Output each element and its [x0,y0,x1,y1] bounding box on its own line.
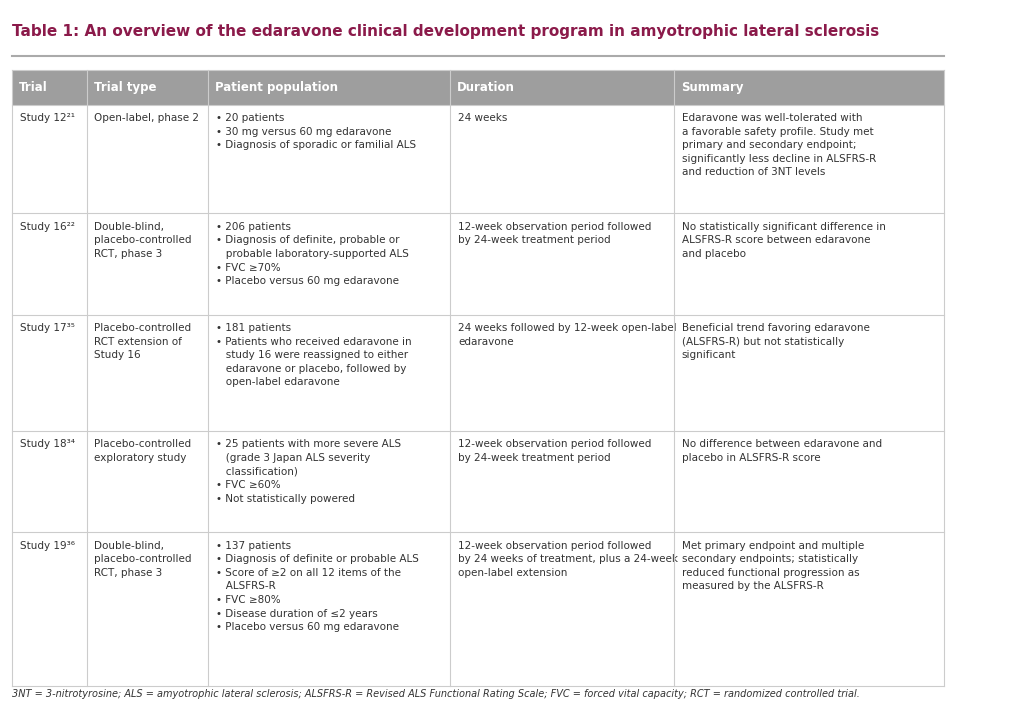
Text: 24 weeks followed by 12-week open-label
edaravone: 24 weeks followed by 12-week open-label … [458,323,677,346]
Text: • 181 patients
• Patients who received edaravone in
   study 16 were reassigned : • 181 patients • Patients who received e… [216,323,411,387]
Text: Study 17³⁵: Study 17³⁵ [20,323,74,333]
Text: 12-week observation period followed
by 24-week treatment period: 12-week observation period followed by 2… [458,440,651,463]
Text: 24 weeks: 24 weeks [458,113,508,123]
Bar [12,213,944,315]
Text: Study 16²²: Study 16²² [20,222,74,232]
Text: 12-week observation period followed
by 24-week treatment period: 12-week observation period followed by 2… [458,222,651,245]
Text: • 20 patients
• 30 mg versus 60 mg edaravone
• Diagnosis of sporadic or familial: • 20 patients • 30 mg versus 60 mg edara… [216,113,416,151]
Bar [12,105,944,213]
Text: Double-blind,
placebo-controlled
RCT, phase 3: Double-blind, placebo-controlled RCT, ph… [95,222,192,259]
Text: Trial: Trial [19,81,47,94]
Text: Study 12²¹: Study 12²¹ [20,113,75,123]
Text: Met primary endpoint and multiple
secondary endpoints; statistically
reduced fun: Met primary endpoint and multiple second… [681,541,864,592]
Text: Patient population: Patient population [215,81,337,94]
Text: Table 1: An overview of the edaravone clinical development program in amyotrophi: Table 1: An overview of the edaravone cl… [12,24,879,39]
Text: • 206 patients
• Diagnosis of definite, probable or
   probable laboratory-suppo: • 206 patients • Diagnosis of definite, … [216,222,409,286]
Text: Summary: Summary [681,81,743,94]
Text: • 137 patients
• Diagnosis of definite or probable ALS
• Score of ≥2 on all 12 i: • 137 patients • Diagnosis of definite o… [216,541,419,632]
Text: Study 19³⁶: Study 19³⁶ [20,541,75,551]
Text: Trial type: Trial type [94,81,156,94]
Text: Placebo-controlled
RCT extension of
Study 16: Placebo-controlled RCT extension of Stud… [95,323,192,360]
Text: 3NT = 3-nitrotyrosine; ALS = amyotrophic lateral sclerosis; ALSFRS-R = Revised A: 3NT = 3-nitrotyrosine; ALS = amyotrophic… [12,688,860,698]
Text: Placebo-controlled
exploratory study: Placebo-controlled exploratory study [95,440,192,463]
Bar [12,70,944,105]
Text: Duration: Duration [457,81,515,94]
Text: Double-blind,
placebo-controlled
RCT, phase 3: Double-blind, placebo-controlled RCT, ph… [95,541,192,578]
Text: Edaravone was well-tolerated with
a favorable safety profile. Study met
primary : Edaravone was well-tolerated with a favo… [681,113,876,177]
Text: 12-week observation period followed
by 24 weeks of treatment, plus a 24-week
ope: 12-week observation period followed by 2… [458,541,678,578]
Text: Beneficial trend favoring edaravone
(ALSFRS-R) but not statistically
significant: Beneficial trend favoring edaravone (ALS… [681,323,870,360]
Text: No difference between edaravone and
placebo in ALSFRS-R score: No difference between edaravone and plac… [681,440,881,463]
Bar [12,315,944,431]
Text: Open-label, phase 2: Open-label, phase 2 [95,113,199,123]
Text: • 25 patients with more severe ALS
   (grade 3 Japan ALS severity
   classificat: • 25 patients with more severe ALS (grad… [216,440,400,504]
Text: Study 18³⁴: Study 18³⁴ [20,440,75,450]
Text: No statistically significant difference in
ALSFRS-R score between edaravone
and : No statistically significant difference … [681,222,885,259]
Bar [12,532,944,685]
Bar [12,431,944,532]
